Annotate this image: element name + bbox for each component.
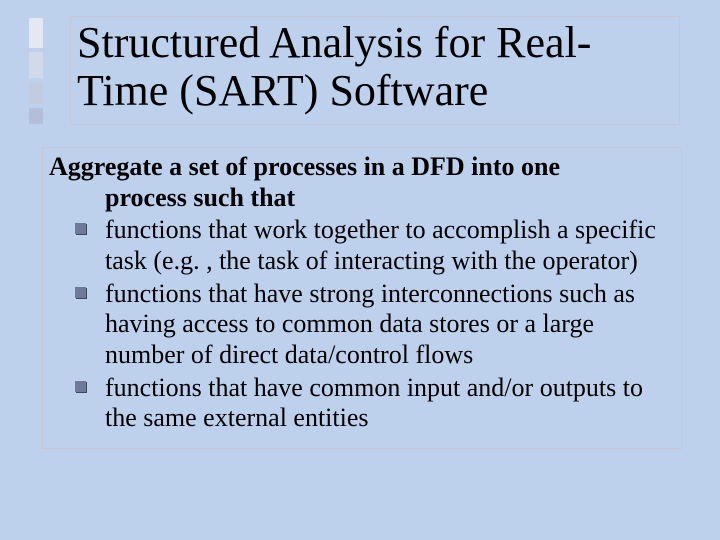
- bullet-list: functions that work together to accompli…: [49, 215, 669, 434]
- title-line-2: Time (SART) Software: [77, 66, 488, 115]
- body-box: Aggregate a set of processes in a DFD in…: [42, 147, 682, 449]
- list-item: functions that have strong interconnecti…: [75, 279, 669, 371]
- title-line-1: Structured Analysis for Real-: [77, 18, 591, 67]
- bullet-text: functions that work together to accompli…: [105, 215, 656, 275]
- intro-line-2: process such that: [49, 183, 669, 214]
- slide-title: Structured Analysis for Real- Time (SART…: [77, 19, 673, 114]
- decor-seg: [29, 82, 43, 104]
- decor-seg: [29, 108, 43, 124]
- list-item: functions that work together to accompli…: [75, 215, 669, 276]
- decor-seg: [29, 18, 43, 48]
- bullet-text: functions that have common input and/or …: [105, 373, 643, 433]
- decor-seg: [29, 52, 43, 78]
- title-decor-column: [20, 18, 52, 130]
- square-bullet-icon: [75, 223, 86, 234]
- title-box: Structured Analysis for Real- Time (SART…: [70, 16, 680, 125]
- square-bullet-icon: [75, 287, 86, 298]
- intro-line-1: Aggregate a set of processes in a DFD in…: [49, 152, 560, 181]
- intro-text: Aggregate a set of processes in a DFD in…: [49, 152, 669, 213]
- slide: Structured Analysis for Real- Time (SART…: [0, 0, 720, 540]
- bullet-text: functions that have strong interconnecti…: [105, 279, 635, 369]
- list-item: functions that have common input and/or …: [75, 373, 669, 434]
- square-bullet-icon: [75, 381, 86, 392]
